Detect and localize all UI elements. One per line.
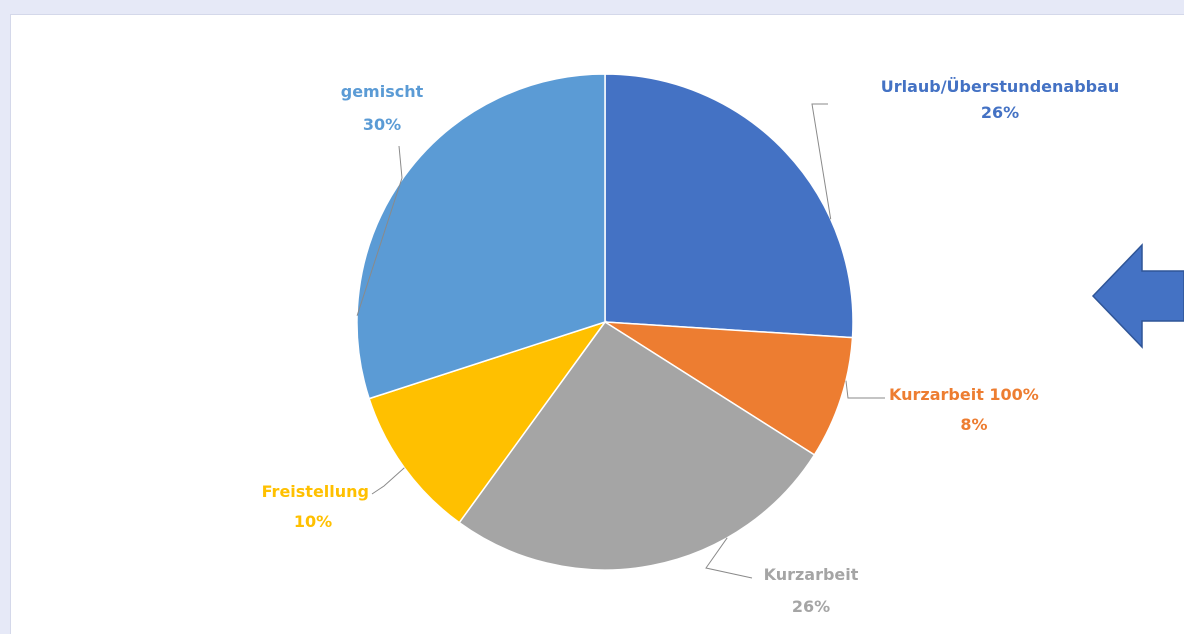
- data-label-percent: 26%: [792, 597, 830, 616]
- leader-line: [845, 380, 885, 399]
- data-label-percent: 10%: [294, 512, 332, 531]
- leader-line: [356, 145, 403, 316]
- pie-slice-kurzarbeit: [458, 320, 816, 571]
- data-label-name: gemischt: [341, 82, 424, 101]
- data-label-name: Freistellung: [262, 482, 369, 501]
- leader-line: [705, 537, 753, 579]
- pie-slice-urlaub-berstundenabbau: [604, 73, 854, 339]
- data-label-percent: 26%: [981, 103, 1019, 122]
- data-label-name: Kurzarbeit: [764, 565, 859, 584]
- leader-line: [811, 103, 832, 220]
- leader-line: [371, 467, 405, 495]
- data-label-name: Urlaub/Überstundenabbau: [881, 77, 1120, 96]
- data-label-percent: 8%: [960, 415, 987, 434]
- pie-slice-kurzarbeit-100: [604, 321, 854, 456]
- pie-slice-gemischt: [356, 73, 606, 400]
- pie-slice-freistellung: [368, 320, 607, 524]
- data-label-name: Kurzarbeit 100%: [889, 385, 1039, 404]
- left-arrow-icon: [1091, 243, 1184, 349]
- data-label-percent: 30%: [363, 115, 401, 134]
